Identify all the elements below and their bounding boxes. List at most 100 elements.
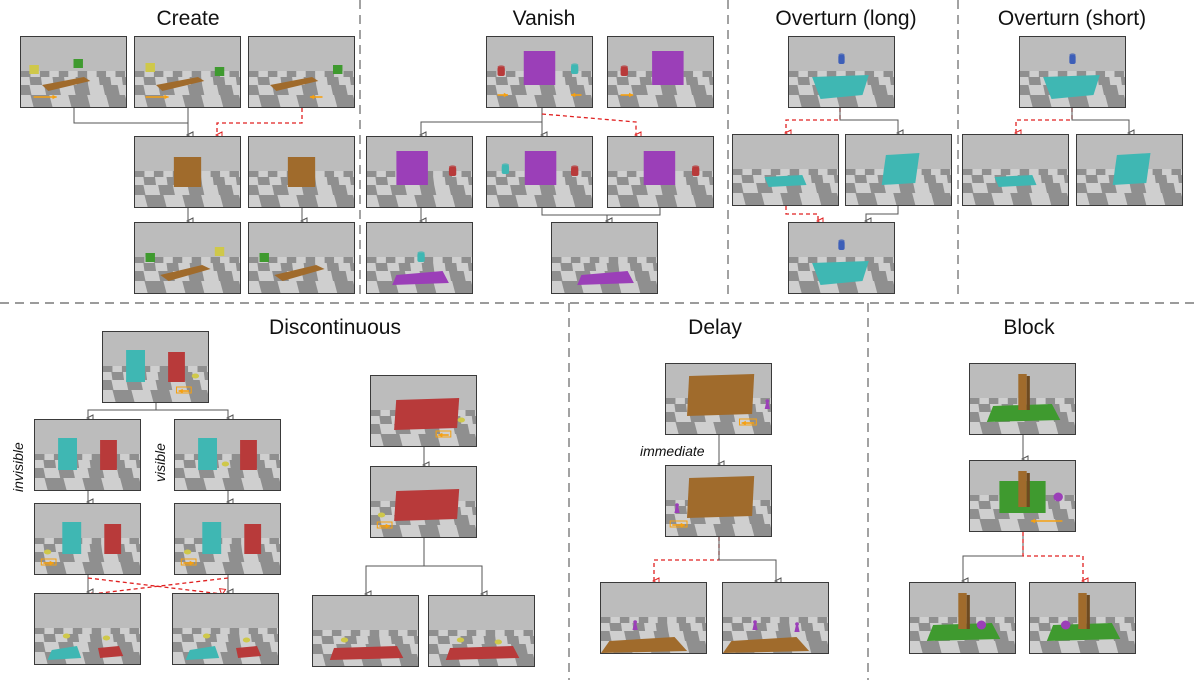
red-wall-scene-image: [371, 467, 476, 537]
purple-wall-scene-image: [367, 137, 472, 207]
purple-wall-scene-image: [487, 37, 592, 107]
ovl-conn-4: [866, 206, 899, 221]
red-wall-scene-image: [35, 504, 140, 574]
create-scene-image: [135, 37, 240, 107]
purple-wall-scene-image: [552, 223, 657, 293]
red-wall-scene-image: [371, 376, 476, 446]
overturn-long-mid-2: [845, 134, 952, 206]
title-overturn-short: Overturn (short): [997, 7, 1147, 30]
title-block: Block: [1003, 316, 1055, 339]
teal-plate-scene-image: [789, 37, 894, 107]
disc-b-input: [370, 375, 477, 447]
create-out-1: [134, 222, 241, 294]
title-vanish: Vanish: [512, 7, 576, 30]
delay-conn-2: [654, 537, 720, 581]
block-conn-2: [963, 532, 1024, 581]
disc-invisible-2: [34, 503, 141, 575]
green-plate-scene-image: [910, 583, 1015, 653]
create-out-2: [248, 222, 355, 294]
block-out-2: [1029, 582, 1136, 654]
create-mid-1: [134, 136, 241, 208]
green-plate-scene-image: [1030, 583, 1135, 653]
disc-visible-2: [174, 503, 281, 575]
block-conn-3: [1022, 532, 1083, 581]
delay-input: [665, 363, 772, 435]
red-wall-scene-image: [103, 332, 208, 402]
disc-b-out-2: [428, 595, 535, 667]
red-wall-scene-image: [175, 420, 280, 490]
purple-wall-scene-image: [487, 137, 592, 207]
disc-invisible-1: [34, 419, 141, 491]
vanish-conn-5: [541, 208, 607, 221]
overturn-long-input: [788, 36, 895, 108]
create-conn-1: [73, 108, 188, 135]
delay-out-1: [600, 582, 707, 654]
title-overturn-long: Overturn (long): [775, 7, 917, 30]
disc-conn-2: [155, 403, 228, 418]
create-scene-image: [249, 223, 354, 293]
vanish-out-1: [366, 222, 473, 294]
create-scene-image: [135, 223, 240, 293]
create-scene-image: [135, 137, 240, 207]
teal-plate-scene-image: [846, 135, 951, 205]
create-scene-image: [21, 37, 126, 107]
vanish-conn-1: [421, 108, 543, 135]
vanish-input-2: [607, 36, 714, 108]
brown-wall-scene-image: [601, 583, 706, 653]
red-wall-scene-image: [429, 596, 534, 666]
disc-b-conn-3: [423, 538, 482, 594]
title-discontinuous: Discontinuous: [269, 316, 401, 339]
vanish-mid-1: [366, 136, 473, 208]
label-invisible: invisible: [10, 442, 26, 492]
overturn-long-mid-1: [732, 134, 839, 206]
ovl-conn-1: [786, 108, 841, 133]
disc-conn-7: [87, 577, 222, 594]
create-input-3: [248, 36, 355, 108]
vanish-conn-6: [607, 208, 661, 221]
create-scene-image: [249, 137, 354, 207]
create-conn-3: [217, 108, 303, 135]
brown-wall-scene-image: [723, 583, 828, 653]
ovl-conn-2: [839, 108, 898, 133]
red-wall-scene-image: [313, 596, 418, 666]
disc-out-2: [172, 593, 279, 665]
disc-b-conn-2: [366, 538, 425, 594]
create-input-2: [134, 36, 241, 108]
disc-input: [102, 331, 209, 403]
disc-b-mid: [370, 466, 477, 538]
teal-plate-scene-image: [733, 135, 838, 205]
overturn-short-out-1: [962, 134, 1069, 206]
vanish-mid-2: [486, 136, 593, 208]
overturn-short-input: [1019, 36, 1126, 108]
brown-wall-scene-image: [666, 466, 771, 536]
vanish-conn-3: [541, 113, 636, 135]
title-delay: Delay: [688, 316, 742, 339]
purple-wall-scene-image: [608, 37, 713, 107]
title-create: Create: [156, 7, 220, 30]
ovs-conn-1: [1016, 108, 1073, 133]
block-out-1: [909, 582, 1016, 654]
red-wall-scene-image: [35, 594, 140, 664]
create-mid-2: [248, 136, 355, 208]
block-input: [969, 363, 1076, 435]
overturn-short-out-2: [1076, 134, 1183, 206]
create-scene-image: [249, 37, 354, 107]
label-visible: visible: [152, 443, 168, 482]
ovs-conn-2: [1071, 108, 1129, 133]
teal-plate-scene-image: [963, 135, 1068, 205]
red-wall-scene-image: [175, 504, 280, 574]
purple-wall-scene-image: [367, 223, 472, 293]
teal-plate-scene-image: [789, 223, 894, 293]
red-wall-scene-image: [173, 594, 278, 664]
purple-wall-scene-image: [608, 137, 713, 207]
disc-visible-1: [174, 419, 281, 491]
disc-b-out-1: [312, 595, 419, 667]
block-mid: [969, 460, 1076, 532]
delay-out-2: [722, 582, 829, 654]
vanish-out-2: [551, 222, 658, 294]
label-immediate: immediate: [640, 443, 705, 459]
delay-conn-3: [718, 537, 776, 581]
red-wall-scene-image: [35, 420, 140, 490]
delay-mid: [665, 465, 772, 537]
